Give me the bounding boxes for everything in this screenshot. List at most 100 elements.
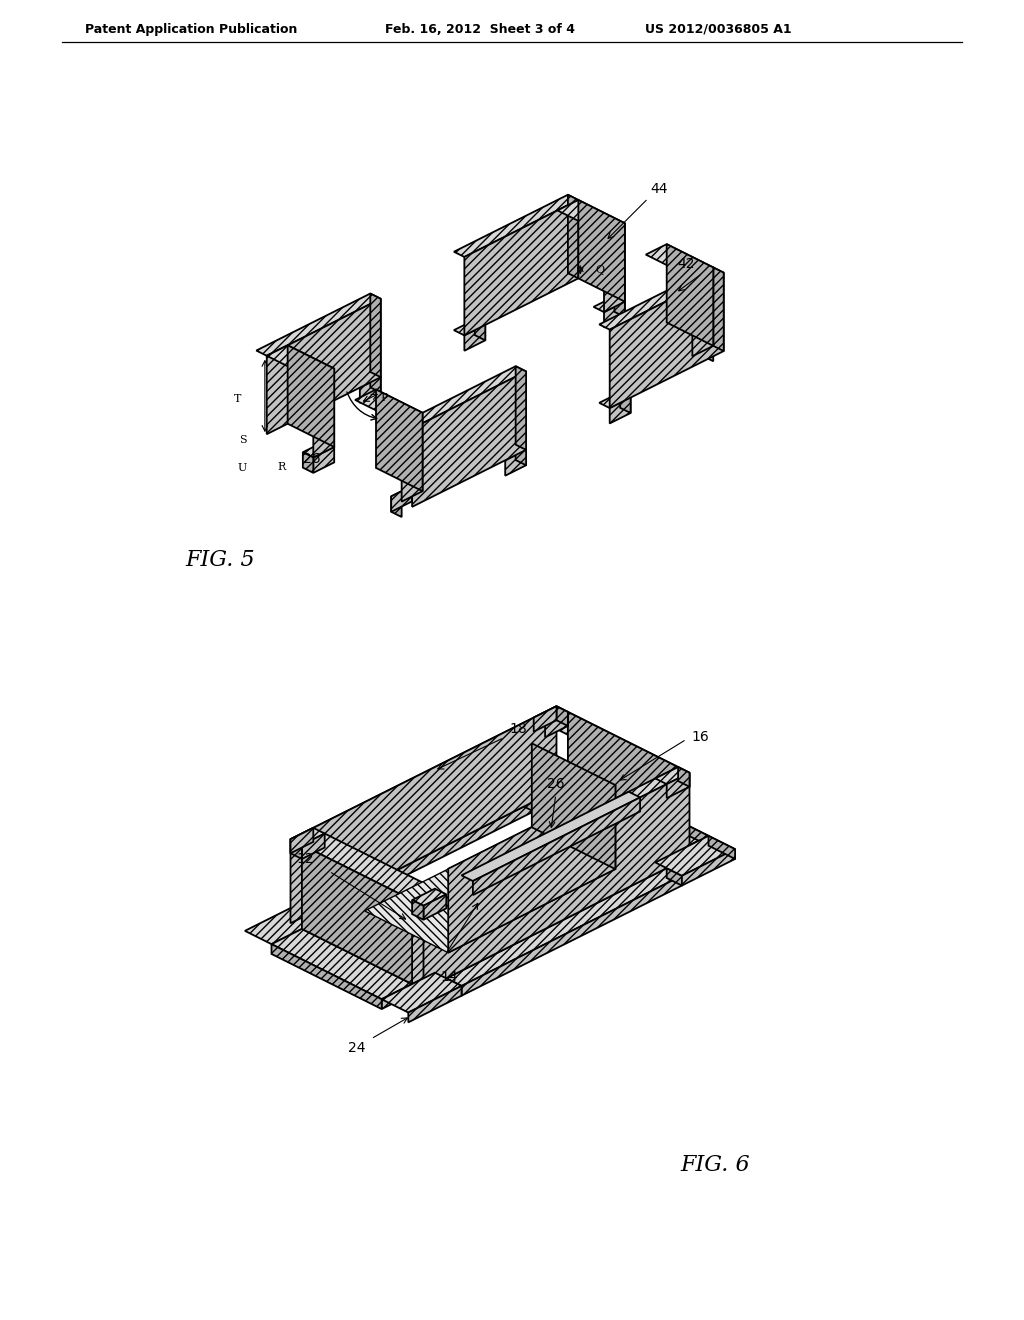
Polygon shape — [462, 875, 682, 995]
Polygon shape — [667, 244, 714, 346]
Polygon shape — [568, 711, 678, 851]
Polygon shape — [313, 368, 334, 458]
Polygon shape — [371, 293, 381, 378]
Polygon shape — [692, 268, 714, 356]
Text: 26: 26 — [547, 777, 564, 792]
Polygon shape — [594, 297, 625, 312]
Polygon shape — [655, 767, 678, 862]
Polygon shape — [256, 293, 381, 356]
Polygon shape — [313, 801, 534, 921]
Polygon shape — [518, 767, 598, 808]
Polygon shape — [518, 795, 534, 812]
Text: U: U — [238, 463, 247, 474]
Polygon shape — [571, 767, 598, 791]
Polygon shape — [446, 869, 682, 986]
Text: Patent Application Publication: Patent Application Publication — [85, 22, 297, 36]
Polygon shape — [245, 904, 325, 944]
Polygon shape — [298, 795, 534, 912]
Polygon shape — [557, 199, 625, 234]
Polygon shape — [621, 392, 631, 413]
Polygon shape — [464, 325, 485, 351]
Text: Q: Q — [595, 265, 604, 275]
Polygon shape — [291, 706, 556, 923]
Polygon shape — [298, 795, 518, 913]
Polygon shape — [682, 341, 714, 356]
Polygon shape — [534, 706, 556, 731]
Polygon shape — [449, 785, 615, 953]
Polygon shape — [371, 372, 381, 392]
Polygon shape — [288, 346, 334, 447]
Polygon shape — [424, 772, 689, 990]
Polygon shape — [401, 366, 526, 429]
Text: S: S — [239, 434, 247, 445]
Polygon shape — [446, 978, 462, 995]
Polygon shape — [609, 397, 631, 424]
Polygon shape — [709, 836, 735, 859]
Polygon shape — [473, 797, 640, 895]
Polygon shape — [579, 199, 625, 302]
Polygon shape — [604, 302, 625, 327]
Polygon shape — [678, 767, 689, 787]
Polygon shape — [359, 378, 381, 403]
Polygon shape — [376, 389, 423, 491]
Polygon shape — [678, 836, 709, 861]
Polygon shape — [271, 944, 382, 1008]
Polygon shape — [424, 895, 446, 920]
Polygon shape — [714, 268, 724, 351]
Polygon shape — [464, 199, 579, 335]
Polygon shape — [531, 743, 615, 869]
Polygon shape — [291, 840, 302, 859]
Text: US 2012/0036805 A1: US 2012/0036805 A1 — [645, 22, 792, 36]
Polygon shape — [475, 319, 485, 341]
Polygon shape — [355, 389, 423, 424]
Text: 24: 24 — [348, 1041, 366, 1055]
Polygon shape — [365, 828, 615, 953]
Polygon shape — [391, 486, 423, 502]
Polygon shape — [349, 372, 381, 388]
Polygon shape — [412, 888, 446, 906]
Polygon shape — [303, 453, 313, 473]
Polygon shape — [401, 413, 423, 502]
Text: 12: 12 — [296, 853, 314, 866]
Polygon shape — [412, 900, 424, 920]
Polygon shape — [667, 869, 682, 886]
Text: 18: 18 — [509, 722, 527, 735]
Polygon shape — [382, 973, 462, 1012]
Text: 42: 42 — [678, 257, 695, 271]
Polygon shape — [646, 244, 714, 279]
Polygon shape — [266, 346, 334, 379]
Polygon shape — [702, 341, 714, 362]
Polygon shape — [545, 711, 678, 779]
Text: 26: 26 — [303, 453, 321, 466]
Polygon shape — [667, 772, 689, 799]
Polygon shape — [556, 706, 568, 726]
Text: 14: 14 — [440, 970, 458, 983]
Polygon shape — [382, 983, 412, 1008]
Polygon shape — [614, 297, 625, 317]
Polygon shape — [495, 445, 526, 461]
Polygon shape — [266, 298, 381, 434]
Polygon shape — [604, 223, 625, 312]
Polygon shape — [298, 904, 313, 921]
Polygon shape — [302, 833, 325, 859]
Polygon shape — [599, 392, 631, 408]
Polygon shape — [291, 706, 568, 845]
Polygon shape — [313, 447, 334, 473]
Polygon shape — [391, 496, 401, 517]
Text: FIG. 5: FIG. 5 — [185, 549, 255, 572]
Polygon shape — [505, 450, 526, 475]
Polygon shape — [568, 195, 579, 279]
Polygon shape — [545, 711, 568, 738]
Text: P: P — [380, 393, 388, 403]
Polygon shape — [609, 273, 724, 408]
Polygon shape — [568, 780, 709, 851]
Polygon shape — [682, 849, 735, 886]
Polygon shape — [291, 828, 313, 853]
Text: 16: 16 — [691, 730, 710, 744]
Polygon shape — [409, 986, 462, 1023]
Polygon shape — [271, 929, 412, 999]
Polygon shape — [655, 836, 735, 875]
Polygon shape — [599, 268, 724, 330]
Polygon shape — [454, 319, 485, 335]
Polygon shape — [462, 792, 640, 880]
